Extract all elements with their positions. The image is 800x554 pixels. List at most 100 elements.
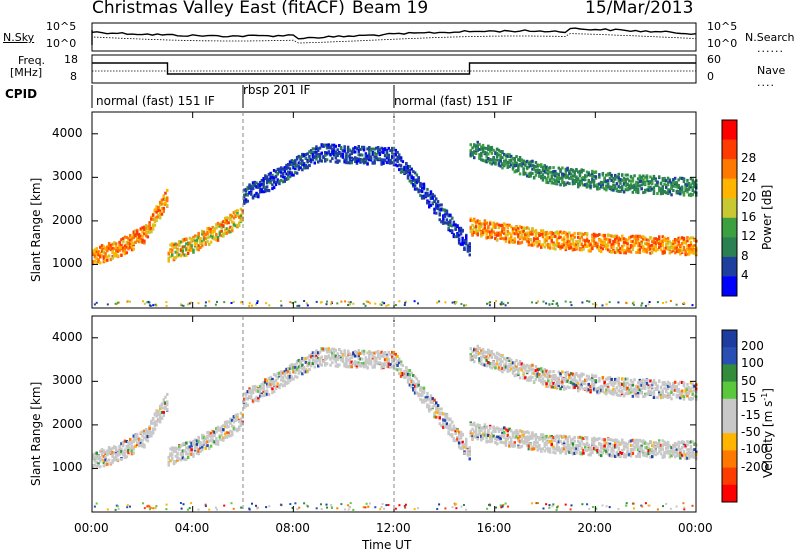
- velocity-cell: [157, 417, 160, 421]
- power-cell: [527, 231, 531, 235]
- power-cell: [334, 154, 338, 158]
- power-cell: [499, 231, 502, 234]
- power-cell: [313, 151, 316, 155]
- power-cell: [146, 231, 150, 235]
- power-cell: [292, 166, 295, 170]
- velocity-cell: [566, 436, 569, 440]
- velocity-cell: [95, 464, 98, 468]
- power-cell: [608, 249, 612, 253]
- velocity-cell: [471, 432, 474, 436]
- velocity-cell: [317, 356, 320, 360]
- power-cell: [578, 247, 582, 251]
- velocity-cell: [429, 401, 433, 404]
- velocity-cell: [435, 401, 438, 405]
- power-cell: [433, 211, 436, 215]
- power-cell: [463, 241, 466, 245]
- velocity-cell: [532, 441, 536, 445]
- power-cell: [304, 166, 308, 170]
- power-cell: [675, 250, 679, 254]
- power-cell: [308, 157, 311, 161]
- velocity-cell: [132, 437, 135, 441]
- power-cell: [106, 303, 109, 306]
- power-cell: [287, 163, 290, 166]
- power-cell: [162, 197, 165, 201]
- power-cell: [503, 152, 506, 156]
- power-cell: [520, 158, 524, 162]
- velocity-cell: [580, 446, 583, 450]
- power-cell: [494, 233, 497, 237]
- velocity-cell: [111, 460, 114, 464]
- velocity-cell: [225, 435, 229, 439]
- velocity-cell: [222, 424, 225, 428]
- power-cell: [336, 302, 339, 305]
- power-cell: [626, 187, 629, 191]
- velocity-cell: [158, 417, 162, 421]
- power-cell: [348, 153, 352, 157]
- power-cell: [513, 227, 516, 231]
- power-cell: [206, 230, 209, 234]
- power-cell: [348, 161, 352, 165]
- velocity-cell: [550, 436, 553, 440]
- power-cell: [280, 170, 283, 174]
- velocity-cell: [227, 420, 230, 424]
- power-cell: [113, 241, 116, 245]
- velocity-cell: [426, 398, 429, 402]
- velocity-cell: [538, 444, 541, 447]
- velocity-cell: [619, 441, 622, 445]
- velocity-cell: [548, 447, 552, 451]
- power-cell: [559, 245, 562, 249]
- velocity-cell: [531, 447, 534, 451]
- power-cell: [679, 189, 682, 193]
- velocity-cell: [612, 449, 615, 453]
- power-cell: [345, 161, 348, 165]
- velocity-cell: [454, 427, 457, 431]
- power-cell: [538, 171, 541, 174]
- velocity-cell: [155, 409, 158, 413]
- velocity-cell: [480, 426, 483, 430]
- power-cell: [555, 179, 559, 183]
- velocity-cell: [547, 436, 550, 440]
- power-cell: [327, 146, 331, 150]
- power-cell: [378, 148, 382, 152]
- power-cell: [580, 248, 583, 252]
- velocity-cell: [313, 365, 316, 369]
- power-cell: [547, 166, 550, 170]
- power-cell: [280, 304, 283, 307]
- power-cell: [605, 186, 608, 190]
- power-cell: [129, 235, 132, 239]
- power-cell: [171, 244, 174, 248]
- velocity-cell: [288, 375, 292, 379]
- power-cell: [665, 246, 668, 250]
- velocity-cell: [331, 361, 334, 365]
- power-cell: [201, 232, 204, 236]
- velocity-cell: [201, 436, 204, 440]
- velocity-cell: [617, 447, 620, 451]
- velocity-cell: [292, 377, 295, 381]
- power-cell: [250, 192, 253, 196]
- velocity-cell: [357, 357, 360, 361]
- power-cell: [577, 242, 580, 246]
- velocity-cell: [369, 359, 373, 363]
- power-cell: [494, 236, 497, 240]
- velocity-cell: [422, 398, 426, 402]
- power-cell: [645, 242, 649, 246]
- power-cell: [499, 153, 502, 157]
- power-cell: [578, 239, 582, 243]
- velocity-cell: [155, 423, 158, 427]
- power-cell: [582, 247, 585, 251]
- power-cell: [492, 230, 495, 234]
- power-cell: [325, 146, 329, 150]
- velocity-cell: [373, 355, 376, 359]
- velocity-cell: [431, 400, 434, 404]
- power-cell: [515, 161, 518, 165]
- power-cell: [246, 186, 249, 190]
- power-cell: [181, 247, 185, 251]
- power-cell: [366, 147, 369, 151]
- velocity-cell: [265, 385, 269, 389]
- power-cell: [116, 249, 120, 253]
- power-cell: [428, 205, 431, 209]
- power-cell: [500, 301, 503, 304]
- power-cell: [511, 157, 515, 161]
- velocity-cell: [290, 377, 294, 381]
- power-cell: [629, 184, 633, 188]
